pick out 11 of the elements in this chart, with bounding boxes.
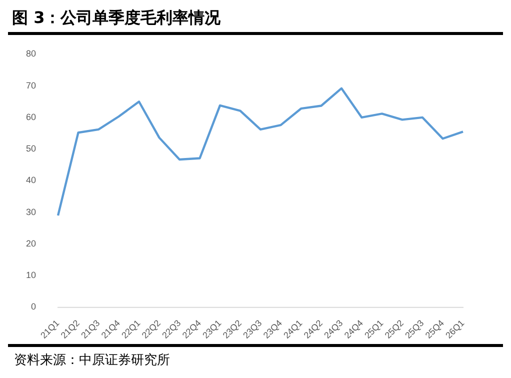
text: 资料来源：中原证券研究所: [13, 352, 171, 369]
chart-title: 图 3：公司单季度毛利率情况: [8, 8, 503, 35]
y-tick-label: 10: [26, 270, 36, 280]
y-tick-label: 20: [26, 238, 36, 248]
y-tick-label: 30: [26, 206, 36, 217]
y-tick-label: 40: [26, 175, 36, 186]
y-tick-label: 0: [31, 302, 36, 312]
y-tick-label: 50: [26, 144, 36, 154]
y-tick-label: 80: [26, 48, 36, 59]
y-tick-label: 70: [26, 80, 36, 90]
y-tick-label: 60: [26, 112, 36, 122]
